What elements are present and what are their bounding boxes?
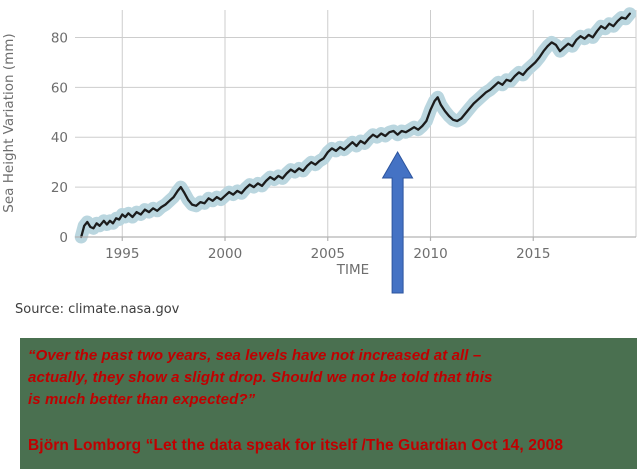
x-tick-label: 2015 — [516, 246, 550, 262]
y-tick-label: 80 — [51, 30, 68, 46]
x-tick-label: 1995 — [105, 246, 139, 262]
y-tick-label: 20 — [51, 180, 68, 196]
x-tick-label: 2000 — [208, 246, 242, 262]
y-tick-label: 0 — [59, 230, 68, 246]
x-axis-title: TIME — [336, 262, 369, 278]
sea-level-line — [80, 12, 631, 239]
y-axis-title: Sea Height Variation (mm) — [1, 33, 17, 212]
quote-box: “Over the past two years, sea levels hav… — [20, 338, 637, 469]
quote-attribution: Björn Lomborg “Let the data speak for it… — [28, 437, 564, 454]
up-arrow-annotation — [381, 150, 414, 294]
y-tick-label: 60 — [51, 80, 68, 96]
x-tick-label: 2010 — [413, 246, 447, 262]
sea-level-chart: 0 20 40 60 80 1995 2000 2005 2010 2015 TIME Sea Hei… — [1, 7, 637, 294]
quote-text: “Over the past two years, sea levels hav… — [28, 347, 493, 408]
x-tick-label: 2005 — [311, 246, 345, 262]
source-citation: Source: climate.nasa.gov — [15, 302, 180, 317]
y-tick-label: 40 — [51, 130, 68, 146]
